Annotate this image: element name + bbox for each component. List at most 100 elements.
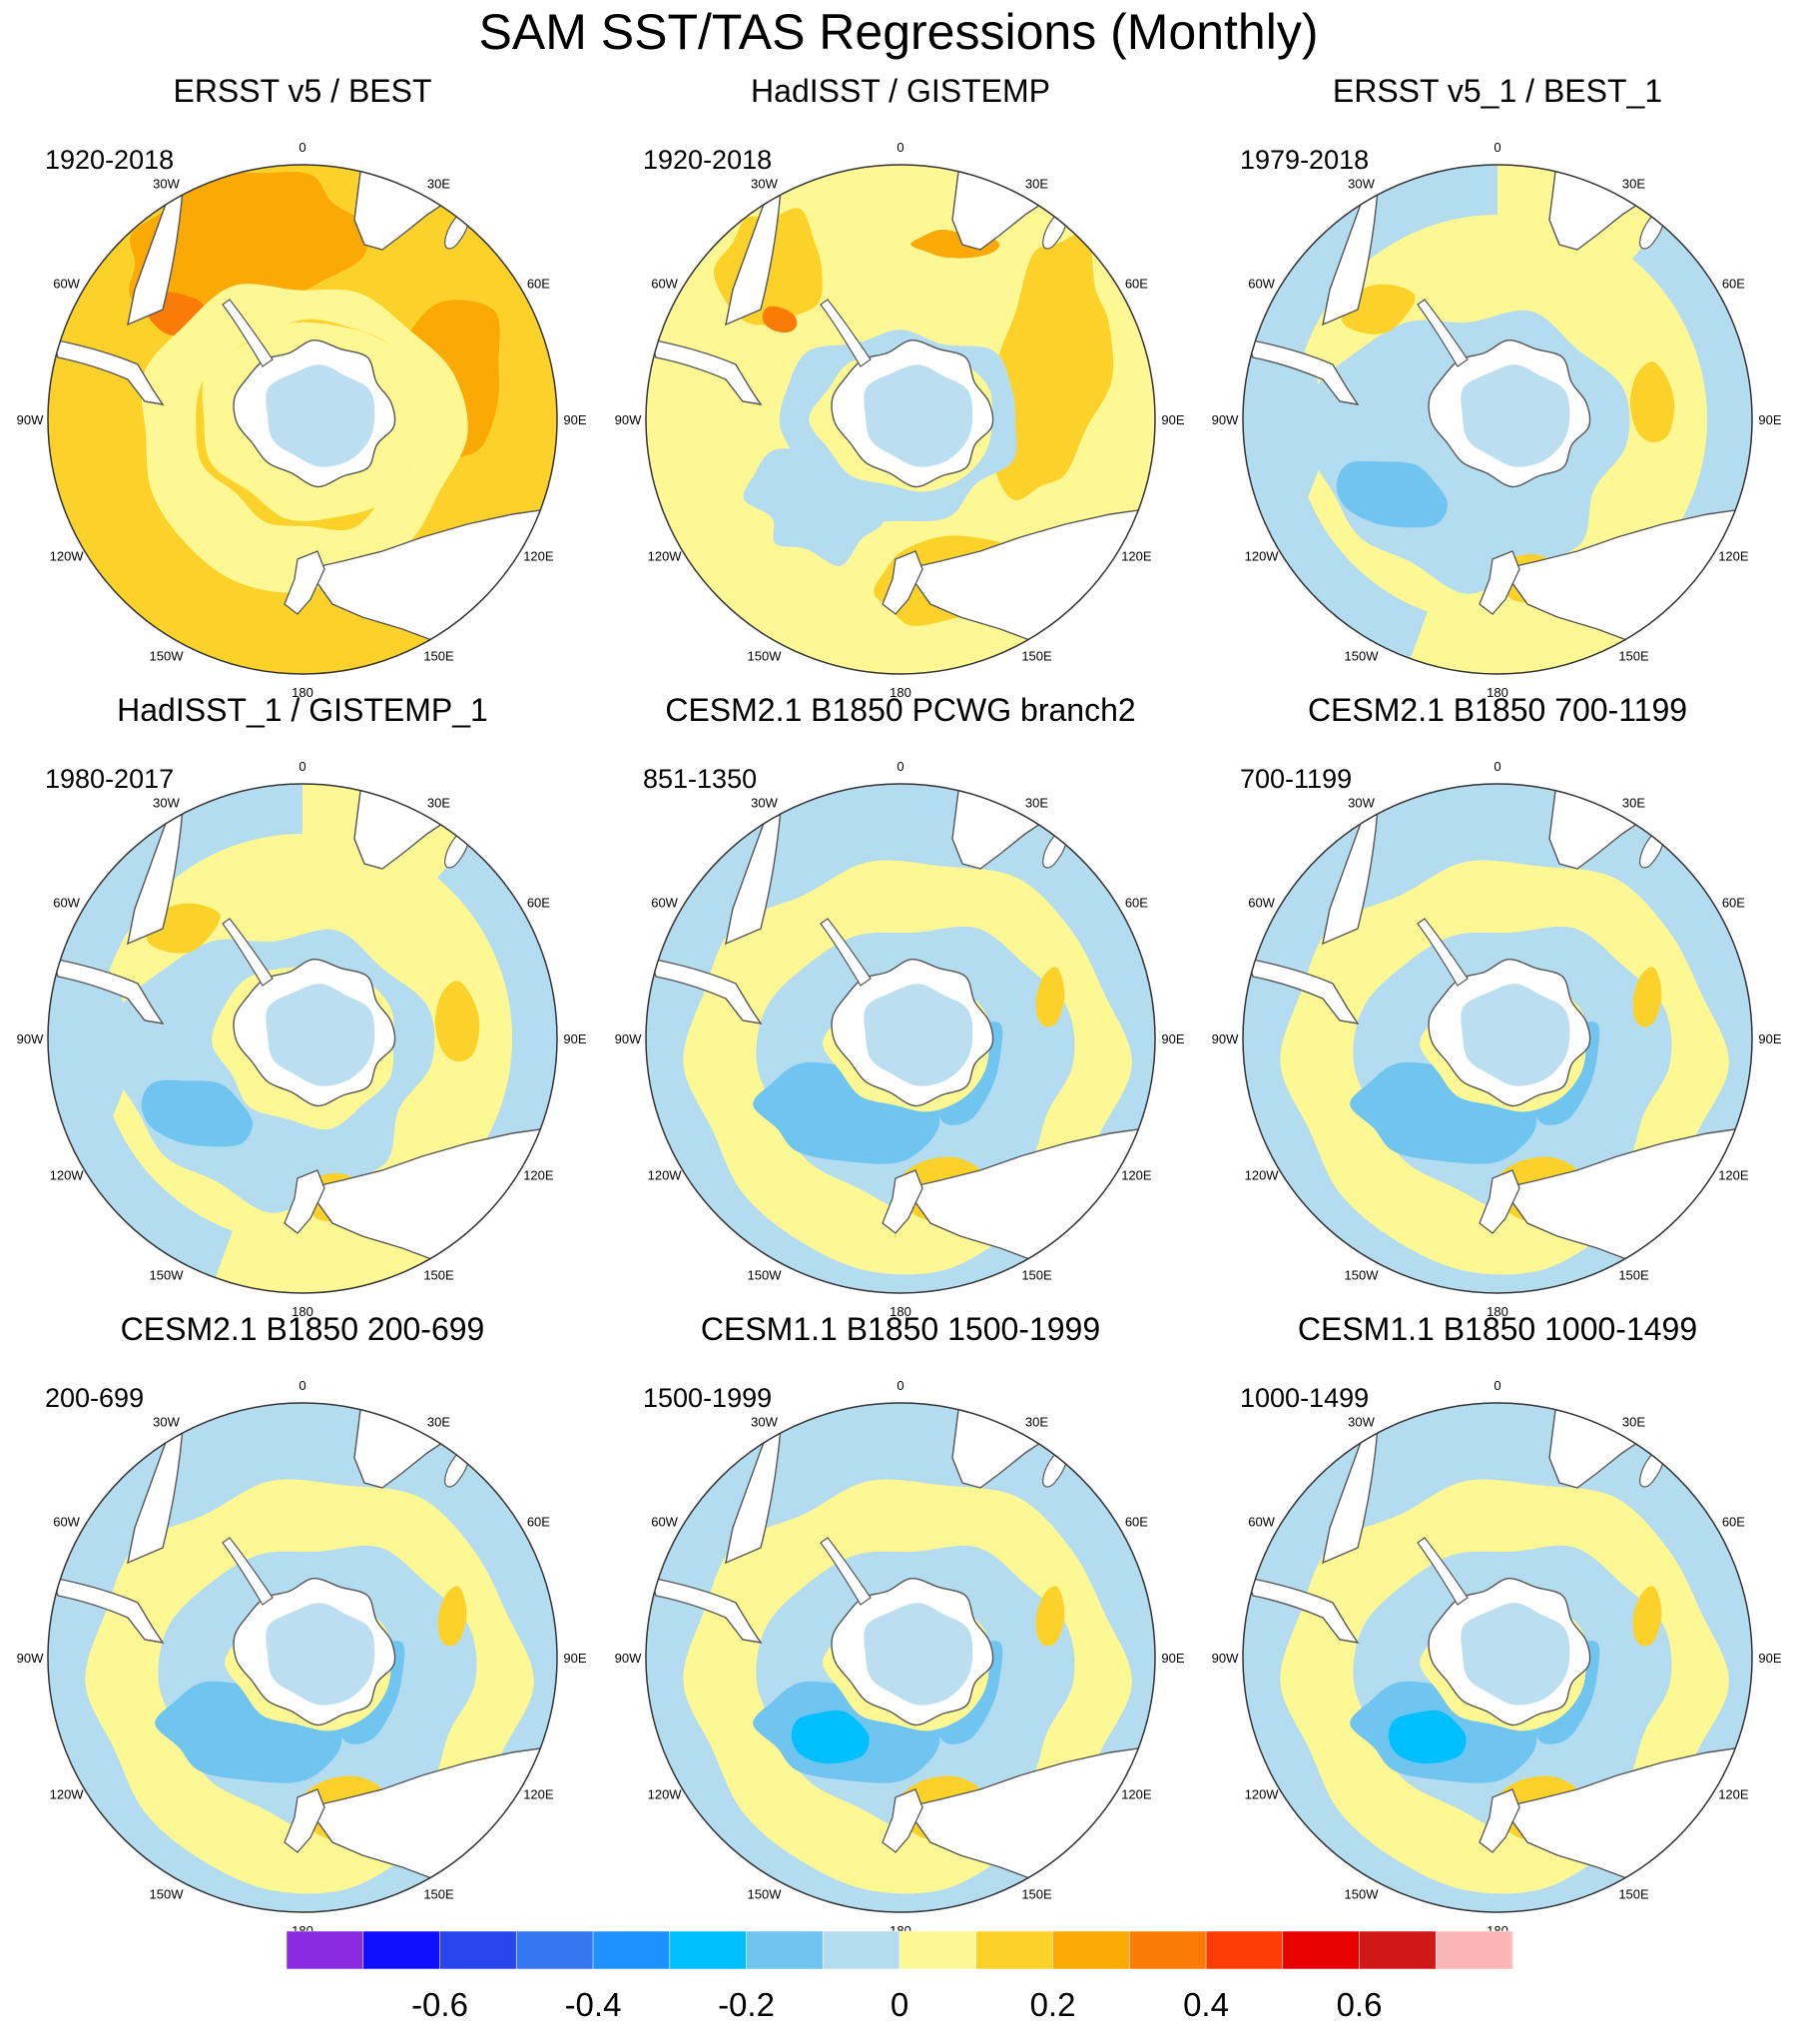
longitude-label: 120W (50, 1168, 85, 1183)
longitude-label: 0 (299, 759, 305, 774)
longitude-label: 120E (1121, 1787, 1152, 1802)
longitude-label: 150W (1345, 1886, 1380, 1901)
longitude-label: 180 (292, 685, 313, 700)
longitude-label: 30W (153, 1415, 180, 1430)
longitude-label: 0 (299, 140, 305, 155)
longitude-label: 30W (1348, 1415, 1375, 1430)
longitude-label: 150W (150, 1886, 185, 1901)
longitude-label: 90W (1212, 412, 1239, 427)
longitude-label: 90E (1161, 412, 1184, 427)
colorbar-swatch (287, 1931, 364, 1969)
longitude-label: 120W (648, 1787, 683, 1802)
panel-title: CESM2.1 B1850 700-1199 (1308, 692, 1687, 728)
longitude-label: 120W (648, 549, 683, 564)
panel-period: 1000-1499 (1240, 1383, 1369, 1413)
longitude-label: 120W (1245, 549, 1280, 564)
colorbar-swatch (975, 1931, 1054, 1969)
longitude-label: 120E (523, 549, 554, 564)
longitude-label: 60W (1248, 1515, 1275, 1530)
colorbar-swatch (1282, 1931, 1361, 1969)
colorbar-swatch (1206, 1931, 1284, 1969)
longitude-label: 60W (53, 1515, 80, 1530)
colorbar-swatch (1436, 1931, 1513, 1969)
longitude-label: 0 (299, 1378, 305, 1393)
map-border (645, 164, 1156, 675)
map-border (47, 1402, 558, 1913)
longitude-label: 150E (423, 1886, 454, 1901)
longitude-label: 150E (1021, 648, 1052, 663)
longitude-label: 120W (648, 1168, 683, 1183)
colorbar: -0.6 -0.4 -0.2 0 0.2 0.4 0.6 (286, 1930, 1513, 2023)
longitude-label: 30E (1622, 1415, 1645, 1430)
longitude-label: 150E (1021, 1886, 1052, 1901)
longitude-label: 90E (1161, 1651, 1184, 1666)
longitude-label: 0 (897, 759, 903, 774)
colorbar-swatch (362, 1931, 441, 1969)
colorbar-swatch (439, 1931, 517, 1969)
longitude-label: 60E (1125, 1515, 1148, 1530)
longitude-label: 180 (1487, 1304, 1508, 1319)
longitude-label: 180 (1487, 685, 1508, 700)
longitude-label: 90W (1212, 1651, 1239, 1666)
longitude-label: 90W (1212, 1031, 1239, 1046)
map-border (1242, 783, 1753, 1294)
longitude-label: 60E (1722, 896, 1745, 911)
panel-period: 1979-2018 (1240, 145, 1369, 175)
shaded-field (48, 1403, 557, 1912)
figure-title: SAM SST/TAS Regressions (Monthly) (478, 4, 1319, 60)
longitude-label: 150W (150, 1267, 185, 1282)
longitude-label: 150W (748, 648, 783, 663)
longitude-label: 120W (1245, 1168, 1280, 1183)
longitude-label: 120E (1718, 549, 1749, 564)
longitude-label: 150E (1618, 1267, 1649, 1282)
longitude-label: 30E (1622, 796, 1645, 811)
panel-period: 851-1350 (643, 764, 757, 794)
map-border (1242, 164, 1753, 675)
longitude-label: 90W (615, 412, 642, 427)
colorbar-label: 0.6 (1337, 1986, 1383, 2023)
longitude-label: 0 (1494, 1378, 1500, 1393)
longitude-label: 30E (1025, 1415, 1048, 1430)
panel-period: 1920-2018 (45, 145, 174, 175)
longitude-label: 30E (1025, 796, 1048, 811)
map-panel: 0 30E 60E 90E 120E 150E 180 150W 120W 90W 60W 30W ER… (17, 73, 587, 700)
longitude-label: 150W (748, 1267, 783, 1282)
longitude-label: 0 (1494, 759, 1500, 774)
longitude-label: 90W (17, 1031, 44, 1046)
colorbar-label: -0.2 (718, 1986, 775, 2023)
shaded-field (1243, 165, 1752, 674)
panel-title: CESM2.1 B1850 PCWG branch2 (665, 692, 1135, 728)
longitude-label: 120E (523, 1787, 554, 1802)
shaded-field (646, 1403, 1155, 1912)
longitude-label: 30E (427, 177, 450, 192)
longitude-label: 30W (751, 796, 778, 811)
longitude-label: 60E (527, 1515, 550, 1530)
longitude-label: 120W (50, 549, 85, 564)
colorbar-swatch (669, 1931, 748, 1969)
longitude-label: 120W (1245, 1787, 1280, 1802)
panel-period: 700-1199 (1240, 764, 1352, 794)
longitude-label: 120W (50, 1787, 85, 1802)
longitude-label: 150W (1345, 1267, 1380, 1282)
colorbar-label: 0.2 (1030, 1986, 1076, 2023)
longitude-label: 180 (890, 1304, 911, 1319)
longitude-label: 60E (527, 277, 550, 292)
longitude-label: 150E (1618, 1886, 1649, 1901)
colorbar-swatch (823, 1931, 900, 1969)
longitude-label: 90E (1758, 1651, 1781, 1666)
colorbar-label: -0.4 (565, 1986, 622, 2023)
longitude-label: 150W (748, 1886, 783, 1901)
longitude-label: 120E (1121, 549, 1152, 564)
longitude-label: 30W (153, 796, 180, 811)
panel-title: CESM2.1 B1850 200-699 (121, 1311, 485, 1347)
map-panel: 0 30E 60E 90E 120E 150E 180 150W 120W 90W 60W 30W ER… (1212, 73, 1782, 700)
shaded-field (646, 165, 1155, 674)
map-border (47, 164, 558, 675)
shaded-field (1243, 784, 1752, 1293)
longitude-label: 60W (1248, 277, 1275, 292)
map-panel: 0 30E 60E 90E 120E 150E 180 150W 120W 90W 60W 30W CE… (615, 692, 1185, 1319)
longitude-label: 120E (1121, 1168, 1152, 1183)
longitude-label: 90W (615, 1651, 642, 1666)
panel-title: CESM1.1 B1850 1500-1999 (701, 1311, 1100, 1347)
longitude-label: 90W (17, 1651, 44, 1666)
